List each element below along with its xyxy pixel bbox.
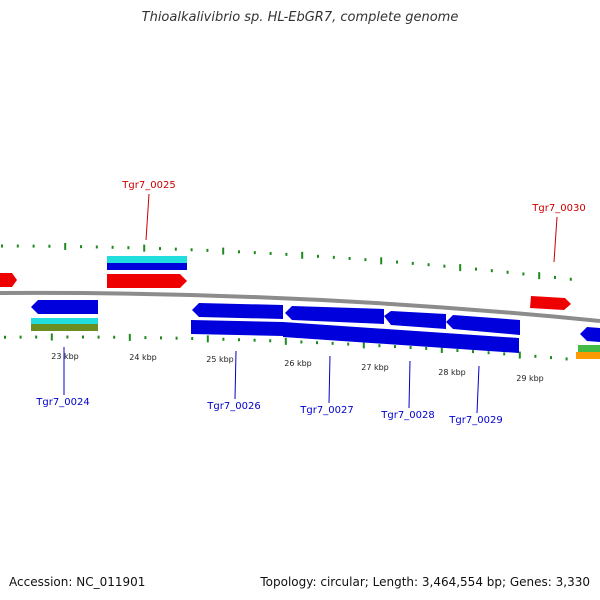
topology-text: Topology: circular; Length: 3,464,554 bp… <box>260 575 590 589</box>
gene-arrow-right-edge[interactable] <box>580 327 600 342</box>
gene-label[interactable]: Tgr7_0028 <box>380 410 434 421</box>
kbp-scale-labels: 23 kbp 24 kbp 25 kbp 26 kbp 27 kbp 28 kbp 29 k… <box>51 352 544 383</box>
kbp-label: 26 kbp <box>284 359 312 368</box>
gene-leader-line <box>408 360 411 409</box>
olive-feature-bar[interactable] <box>31 324 98 331</box>
kbp-label: 28 kbp <box>438 368 466 377</box>
gene-leader-line <box>476 365 480 414</box>
orange-feature-bar[interactable] <box>576 352 600 359</box>
long-reverse-bar[interactable] <box>191 320 283 336</box>
gene-arrow-tgr7-0029[interactable] <box>446 315 520 335</box>
blue-feature-bar[interactable] <box>107 263 187 270</box>
gene-arrow-tgr7-0030[interactable] <box>530 296 571 310</box>
kbp-label: 27 kbp <box>361 363 389 372</box>
forward-strand-features <box>0 256 571 310</box>
kbp-label: 24 kbp <box>129 353 157 362</box>
gene-arrow-tgr7-0027[interactable] <box>285 306 384 324</box>
genome-backbone <box>0 290 600 323</box>
gene-label[interactable]: Tgr7_0024 <box>35 397 89 408</box>
gene-arrow-tgr7-0026[interactable] <box>192 303 283 319</box>
gene-labels: Tgr7_0025 Tgr7_0030 Tgr7_0024 Tgr7_0026 Tgr7… <box>35 180 585 426</box>
gene-leader-line <box>234 350 237 400</box>
gene-leader-line <box>553 216 558 263</box>
gene-arrow-tgr7-0028[interactable] <box>384 311 446 329</box>
reverse-strand-features <box>31 300 600 359</box>
gene-label[interactable]: Tgr7_0029 <box>448 415 502 426</box>
inner-tick-track <box>4 333 568 361</box>
gene-arrow-tgr7-0024[interactable] <box>31 300 98 314</box>
cyan-feature-bar[interactable] <box>107 256 187 263</box>
cyan-feature-bar-2[interactable] <box>31 318 98 324</box>
gene-arrow-left-edge[interactable] <box>0 273 17 287</box>
gene-leader-line <box>328 355 331 404</box>
long-reverse-bar-2[interactable] <box>283 322 519 353</box>
gene-label[interactable]: Tgr7_0030 <box>531 203 585 214</box>
gene-arrow-tgr7-0025[interactable] <box>107 274 187 288</box>
kbp-label: 25 kbp <box>206 355 234 364</box>
outer-tick-track <box>1 242 572 281</box>
gene-label[interactable]: Tgr7_0025 <box>121 180 175 191</box>
gene-label[interactable]: Tgr7_0026 <box>206 401 260 412</box>
kbp-label: 23 kbp <box>51 352 79 361</box>
map-title: Thioalkalivibrio sp. HL-EbGR7, complete … <box>141 10 459 25</box>
gene-label[interactable]: Tgr7_0027 <box>299 405 353 416</box>
accession-text: Accession: NC_011901 <box>9 575 146 589</box>
green-feature-bar[interactable] <box>578 345 600 352</box>
gene-leader-line <box>145 193 150 241</box>
kbp-label: 29 kbp <box>516 374 544 383</box>
